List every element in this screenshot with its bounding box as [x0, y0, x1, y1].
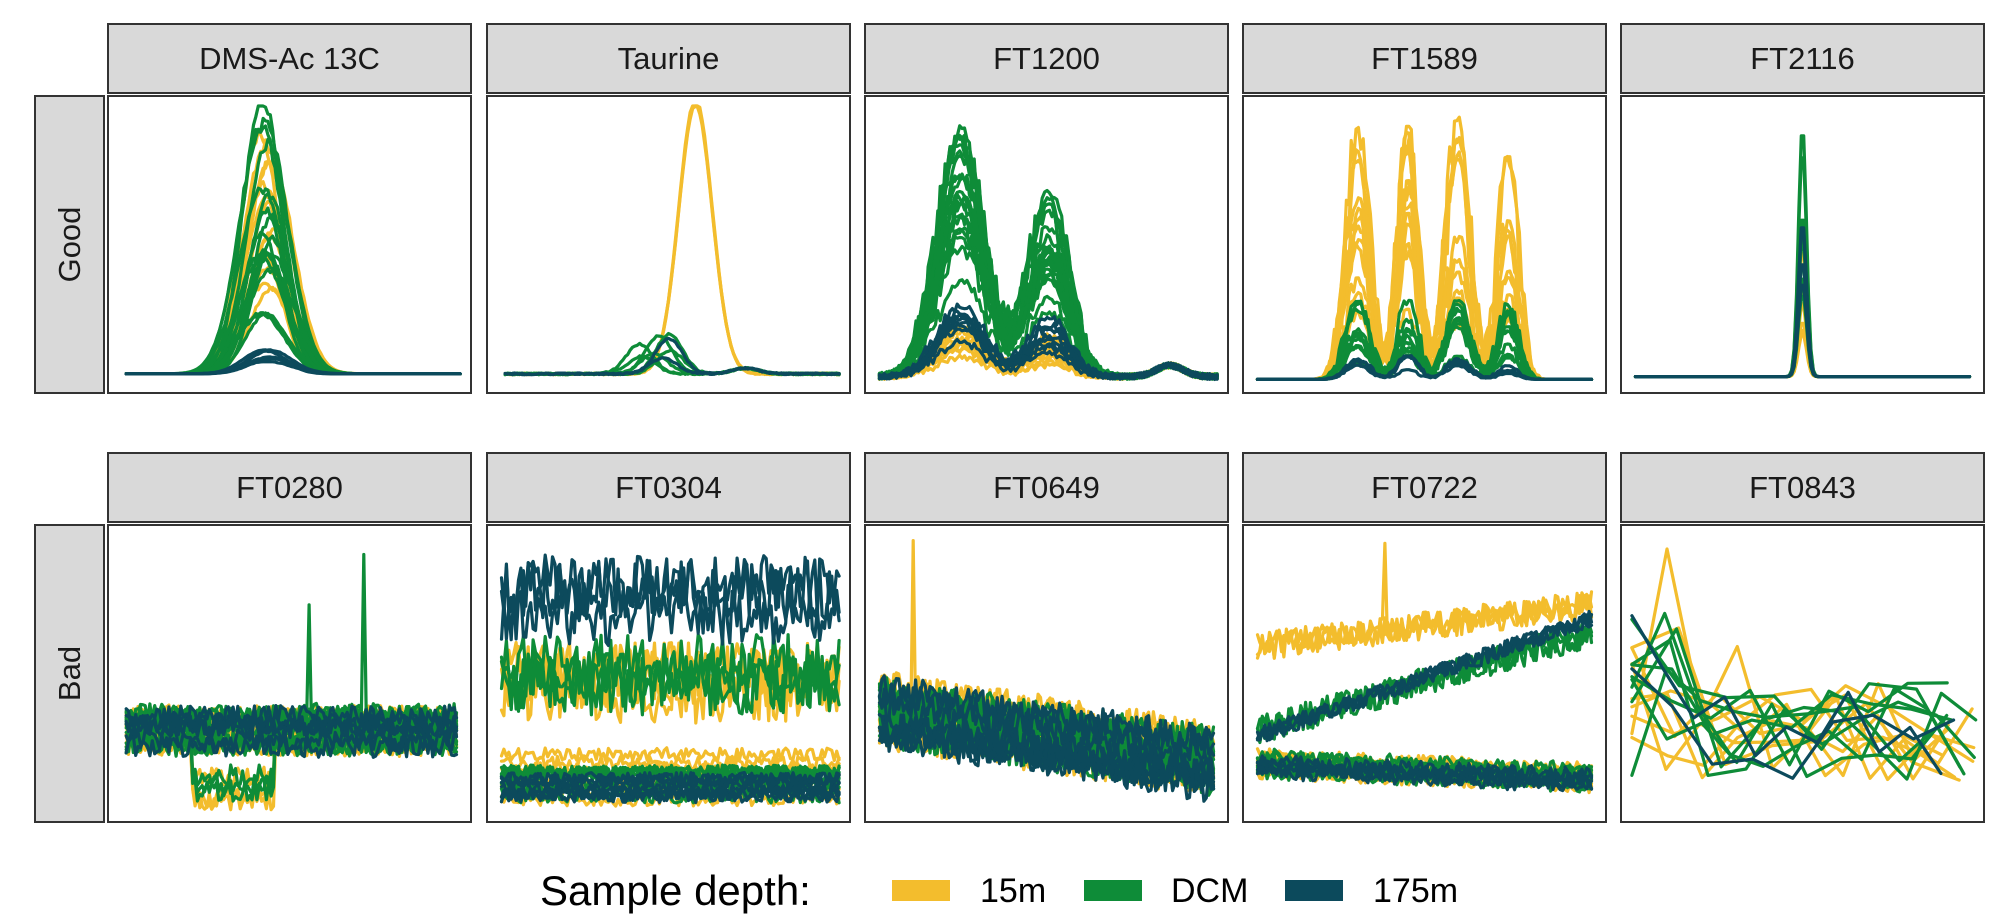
row-strip-bad	[34, 524, 105, 823]
facet-strip-label-dms-ac-13c: DMS-Ac 13C	[199, 41, 380, 76]
trace-ft0722-dcm-9	[1255, 747, 1594, 777]
row-strips: Good Bad	[34, 95, 105, 823]
facet-panel-taurine	[486, 95, 851, 394]
trace-ft0843-15m-3	[1630, 646, 1976, 750]
trace-ft0843-15m-6	[1630, 626, 1961, 782]
trace-ft0722-175m-7	[1255, 754, 1594, 783]
facet-ft1589: FT1589	[1242, 23, 1607, 394]
trace-ft0843-dcm-5	[1630, 678, 1949, 778]
facet-ft0649: FT0649	[864, 452, 1229, 823]
facet-strip-ft0304	[486, 452, 851, 523]
trace-ft0649-175m-3	[877, 674, 1216, 757]
facet-strip-label-ft0649: FT0649	[993, 470, 1100, 505]
legend-title: Sample depth:	[540, 867, 811, 914]
trace-ft0304-dcm-1	[499, 650, 841, 714]
trace-ft0843-dcm-2	[1630, 675, 1949, 767]
trace-ft0722-175m-2	[1255, 613, 1594, 742]
trace-ft1589-175m-3	[1255, 357, 1594, 381]
facet-strip-taurine	[486, 23, 851, 94]
trace-ft2116-175m-3	[1633, 283, 1972, 379]
trace-ft0280-175m-5	[124, 711, 459, 737]
facet-ft2116: FT2116	[1620, 23, 1985, 394]
row-strip-label-bad: Bad	[52, 646, 87, 701]
facet-panel-ft0843	[1620, 524, 1985, 823]
trace-ft0843-175m-0	[1630, 614, 1943, 776]
trace-ft0304-175m-9	[499, 785, 841, 803]
trace-ft0843-dcm-7	[1630, 663, 1953, 737]
legend-swatch-15m	[892, 880, 950, 901]
facet-strip-ft2116	[1620, 23, 1985, 94]
facet-strip-ft0649	[864, 452, 1229, 523]
trace-ft0722-15m-2	[1255, 591, 1594, 660]
trace-ft0843-dcm-6	[1630, 667, 1978, 781]
trace-ft0843-15m-2	[1630, 682, 1951, 780]
trace-ft0304-dcm-2	[499, 652, 841, 717]
facet-strip-label-ft0722: FT0722	[1371, 470, 1478, 505]
trace-ft0280-175m-2	[124, 727, 459, 753]
row-strip-label-good: Good	[52, 207, 87, 283]
facet-panels: DMS-Ac 13C Taurine FT1200 FT1589 FT2116 FT028…	[107, 23, 1985, 823]
row-strip-good	[34, 95, 105, 394]
trace-ft0304-15m-9	[499, 746, 841, 763]
facet-ft1200: FT1200	[864, 23, 1229, 394]
trace-ft1200-175m-7	[877, 337, 1219, 381]
trace-ft0843-dcm-4	[1630, 611, 1962, 769]
legend-label-15m: 15m	[980, 872, 1046, 910]
facet-panel-ft0280	[107, 524, 472, 823]
facet-ft0280: FT0280	[107, 452, 472, 823]
legend-label-175m: 175m	[1373, 872, 1458, 910]
facet-strip-label-ft1200: FT1200	[993, 41, 1100, 76]
trace-ft0304-15m-2	[499, 660, 841, 725]
trace-dms-ac-13c-175m-5	[124, 360, 462, 376]
facet-strip-label-ft0304: FT0304	[615, 470, 722, 505]
facet-ft0843: FT0843	[1620, 452, 1985, 823]
trace-ft0843-15m-4	[1630, 689, 1943, 778]
facet-strip-ft1200	[864, 23, 1229, 94]
trace-ft0649-175m-7	[877, 687, 1216, 768]
trace-ft0843-175m-1	[1630, 667, 1956, 780]
trace-ft0304-175m-6	[499, 772, 841, 790]
legend-label-dcm: DCM	[1171, 872, 1248, 910]
trace-ft0304-175m-2	[499, 583, 841, 647]
facet-strip-label-ft0843: FT0843	[1749, 470, 1856, 505]
trace-ft1200-175m-6	[877, 319, 1219, 381]
facet-strip-label-ft0280: FT0280	[236, 470, 343, 505]
facet-strip-ft1589	[1242, 23, 1607, 94]
trace-ft0649-175m-6	[877, 712, 1216, 788]
facet-strip-label-taurine: Taurine	[618, 41, 720, 76]
facet-ft0722: FT0722	[1242, 452, 1607, 823]
facet-dms-ac-13c: DMS-Ac 13C	[107, 23, 472, 394]
trace-ft0280-175m-0	[124, 704, 459, 730]
facet-strip-label-ft2116: FT2116	[1750, 41, 1855, 76]
facet-taurine: Taurine	[486, 23, 851, 394]
facet-strip-ft0722	[1242, 452, 1607, 523]
trace-ft0649-175m-5	[877, 721, 1216, 803]
facet-ft0304: FT0304	[486, 452, 851, 823]
trace-ft0304-175m-1	[499, 553, 841, 618]
facet-strip-ft0280	[107, 452, 472, 523]
facet-strip-label-ft1589: FT1589	[1371, 41, 1478, 76]
trace-taurine-175m-1	[503, 356, 841, 377]
legend-swatch-dcm	[1084, 880, 1142, 901]
legend: Sample depth: 15m DCM 175m	[540, 867, 1458, 914]
legend-swatch-175m	[1285, 880, 1343, 901]
facet-strip-ft0843	[1620, 452, 1985, 523]
facet-strip-dms-ac-13c	[107, 23, 472, 94]
